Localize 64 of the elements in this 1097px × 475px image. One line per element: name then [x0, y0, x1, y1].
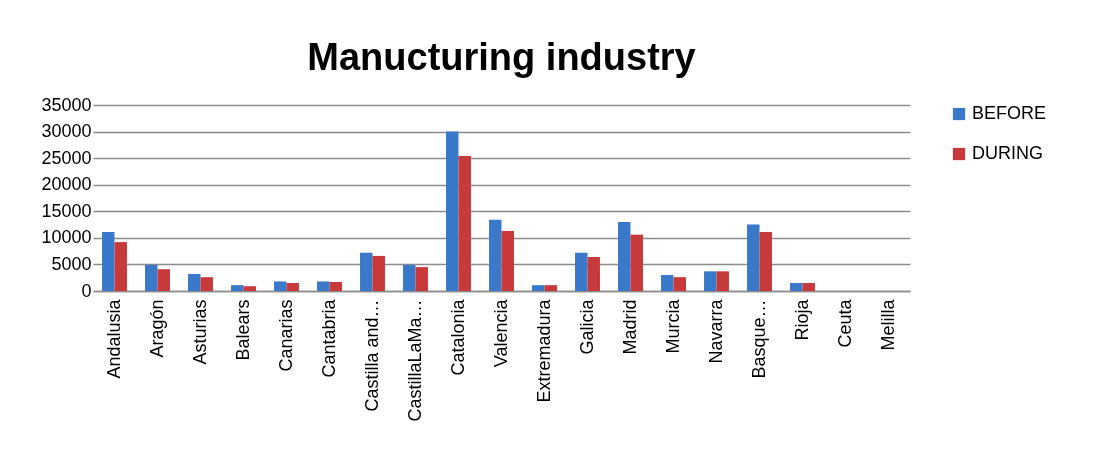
bar	[231, 285, 244, 291]
bar	[102, 232, 115, 291]
y-tick-label: 5000	[51, 253, 92, 274]
bar	[747, 224, 760, 291]
bar	[802, 283, 815, 291]
bar	[544, 285, 557, 291]
bar	[618, 221, 631, 291]
bar	[415, 267, 428, 291]
bar	[704, 271, 717, 291]
x-tick-label: Aragón	[146, 299, 167, 358]
x-tick-label: Balears	[232, 299, 253, 361]
bar	[575, 252, 588, 291]
x-tick-label: Castilla and…	[361, 299, 382, 412]
x-tick-label: Catalonia	[447, 298, 468, 376]
bar	[188, 273, 201, 291]
bar	[587, 256, 600, 291]
bar	[200, 277, 213, 291]
bar	[532, 285, 545, 291]
x-tick-label: Canarias	[275, 299, 296, 372]
bar	[403, 264, 416, 291]
x-tick-label: Rioja	[791, 298, 812, 341]
y-tick-label: 10000	[41, 227, 92, 248]
y-tick-label: 25000	[41, 147, 92, 168]
bar	[243, 286, 256, 291]
bar	[372, 255, 385, 291]
bar	[329, 281, 342, 291]
bar	[446, 131, 459, 291]
bar	[458, 156, 471, 291]
bar	[759, 232, 772, 291]
bar	[661, 275, 674, 291]
legend-label: DURING	[972, 143, 1043, 163]
bar	[145, 264, 158, 291]
x-tick-label: Galicia	[576, 298, 597, 355]
chart-title: Manucturing industry	[307, 36, 696, 78]
x-tick-label: Valencia	[490, 298, 511, 368]
y-tick-label: 35000	[41, 94, 92, 115]
y-tick-label: 0	[81, 280, 92, 301]
bar	[790, 283, 803, 291]
bar	[716, 271, 729, 291]
x-tick-label: Madrid	[619, 299, 640, 355]
bar	[630, 234, 643, 291]
x-tick-label: Extremadura	[533, 298, 554, 403]
y-tick-label: 15000	[41, 200, 92, 221]
x-tick-label: Melilla	[877, 298, 898, 351]
bar	[360, 252, 373, 291]
x-tick-label: Ceuta	[834, 298, 855, 348]
x-tick-label: Navarra	[705, 298, 726, 364]
x-tick-label: CastillaLaMa…	[404, 299, 425, 422]
bar	[157, 269, 170, 291]
y-tick-label: 30000	[41, 121, 92, 142]
bar	[317, 281, 330, 291]
bar	[489, 219, 502, 291]
y-tick-label: 20000	[41, 174, 92, 195]
x-tick-label: Cantabria	[318, 298, 339, 378]
bar	[286, 283, 299, 291]
bar	[274, 281, 287, 291]
x-tick-label: Asturias	[189, 299, 210, 365]
bar	[673, 277, 686, 291]
x-tick-label: Murcia	[662, 298, 683, 354]
x-tick-label: Andalusia	[103, 298, 124, 379]
bar	[501, 230, 514, 291]
x-tick-label: Basque…	[748, 299, 769, 379]
bar	[114, 242, 127, 291]
legend-label: BEFORE	[972, 103, 1047, 123]
